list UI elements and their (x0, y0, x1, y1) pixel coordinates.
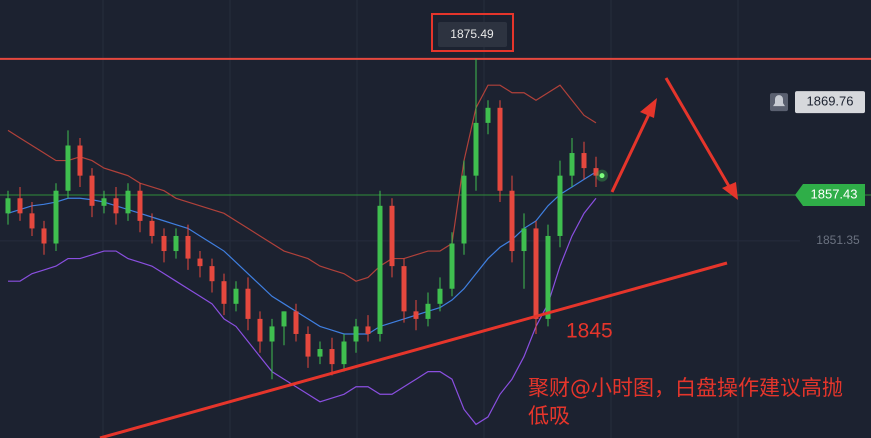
candle-body (449, 243, 455, 289)
candle-body (113, 198, 119, 214)
price-label: 1851.35 (816, 233, 860, 247)
candle-body (257, 318, 263, 342)
candle-body (161, 235, 167, 252)
candle-body (329, 349, 335, 365)
candle-body (17, 198, 23, 214)
candle-body (89, 175, 95, 206)
arrow-down (664, 77, 732, 189)
candle-body (485, 107, 491, 123)
last-price-label: 1857.43 (811, 186, 858, 201)
last-price-dot (599, 173, 605, 179)
candle-body (377, 205, 383, 334)
candle-body (65, 145, 71, 191)
candle-body (125, 190, 131, 214)
candle-body (401, 266, 407, 312)
candle-body (137, 190, 143, 221)
candle-body (281, 311, 287, 327)
last-price-box (795, 184, 865, 207)
candle-body (389, 205, 395, 267)
high-label-box (438, 22, 507, 47)
high-label: 1875.49 (450, 27, 494, 41)
candle-body (509, 190, 515, 252)
highlight-box (431, 13, 514, 52)
candle-body (173, 235, 179, 252)
bell-icon (773, 95, 785, 107)
candle-body (77, 145, 83, 176)
candle-body (305, 333, 311, 357)
annotation-note: 聚财@小时图，白盘操作建议高抛低吸 (528, 376, 843, 428)
candle-body (317, 349, 323, 357)
plot: 1875.49 1869.76 1857.43 1851.35 (0, 22, 871, 426)
candle-body (245, 288, 251, 319)
candle-body (5, 198, 11, 214)
candle-body (197, 258, 203, 267)
band-line (7, 84, 597, 282)
candle-body (569, 153, 575, 176)
candle-body (461, 175, 467, 244)
candle-body (293, 311, 299, 334)
candle-body (545, 235, 551, 319)
candle-body (209, 266, 215, 282)
candle-body (425, 303, 431, 319)
candle-body (581, 153, 587, 169)
candle-body (473, 122, 479, 176)
candle-body (221, 281, 227, 304)
candle-body (41, 228, 47, 244)
candle-body (53, 190, 59, 244)
candle-body (101, 198, 107, 206)
annotation-level: 1845 (566, 320, 613, 343)
candle-body (29, 213, 35, 229)
candle-body (341, 341, 347, 365)
candle-body (533, 228, 539, 319)
alert-label: 1869.76 (807, 94, 854, 109)
arrow-head (722, 182, 738, 200)
candle-body (413, 311, 419, 319)
candle-body (149, 220, 155, 236)
candle-body (269, 326, 275, 342)
candle-body (497, 107, 503, 191)
candle-body (557, 175, 563, 236)
candle-body (437, 288, 443, 304)
band-line (8, 197, 597, 426)
candle-body (365, 326, 371, 334)
candle-body (593, 168, 599, 176)
candle-body (185, 235, 191, 259)
arrow-up (610, 111, 652, 193)
arrow-head (640, 98, 657, 118)
alert-label-box (795, 91, 865, 114)
grid (102, 0, 739, 438)
candle-body (353, 326, 359, 342)
trend-line (99, 261, 728, 438)
candle-body (233, 288, 239, 304)
candle-body (521, 228, 527, 252)
